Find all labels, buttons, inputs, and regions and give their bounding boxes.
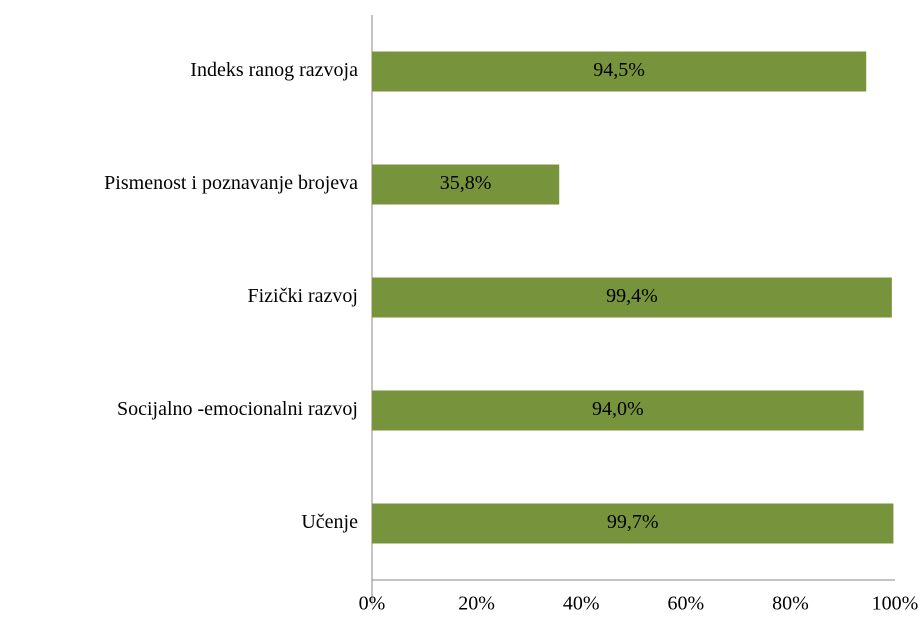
x-tick-label: 60% [667,593,704,615]
value-label: 35,8% [440,172,492,194]
value-label: 99,7% [607,511,659,533]
bar [372,164,560,205]
value-label: 94,0% [592,398,644,420]
x-tick-label: 40% [563,593,600,615]
bar [372,51,867,92]
y-tick-label: Fizički razvoj [247,285,358,307]
y-tick-label: Indeks ranog razvoja [190,59,358,81]
x-tick-label: 80% [772,593,809,615]
y-tick-label: Učenje [301,511,358,533]
y-tick-label: Pismenost i poznavanje brojeva [104,172,358,194]
value-label: 94,5% [593,59,645,81]
bar [372,503,894,544]
value-label: 99,4% [606,285,658,307]
bar [372,390,864,431]
x-tick-label: 100% [872,593,919,615]
x-tick-label: 20% [458,593,495,615]
y-tick-label: Socijalno -emocionalni razvoj [117,398,358,420]
bar [372,277,892,318]
x-tick-label: 0% [359,593,386,615]
